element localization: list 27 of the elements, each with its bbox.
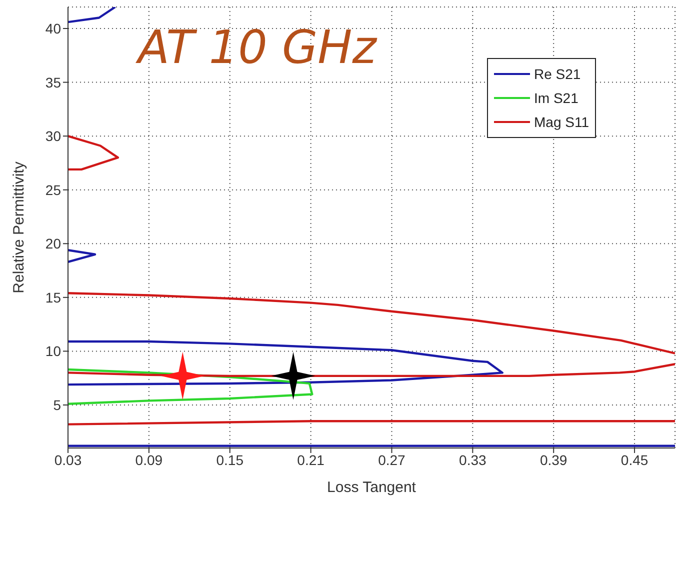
x-tick-label: 0.33 bbox=[459, 452, 487, 468]
x-tick-label: 0.21 bbox=[297, 452, 325, 468]
y-tick-label: 35 bbox=[45, 74, 62, 90]
x-tick-label: 0.15 bbox=[216, 452, 244, 468]
y-axis-title: Relative Permittivity bbox=[10, 161, 28, 294]
y-tick-label: 40 bbox=[45, 20, 62, 36]
x-tick-label: 0.45 bbox=[620, 452, 648, 468]
legend-label: Re S21 bbox=[534, 65, 581, 84]
line-series bbox=[68, 292, 675, 354]
x-tick-label: 0.09 bbox=[135, 452, 163, 468]
line-series bbox=[68, 368, 314, 405]
y-tick-label: 30 bbox=[45, 128, 62, 144]
x-tick-label: 0.03 bbox=[54, 452, 82, 468]
y-tick-label: 15 bbox=[45, 289, 62, 306]
y-tick-label: 10 bbox=[45, 343, 62, 360]
legend-label: Im S21 bbox=[534, 89, 578, 108]
x-tick-label: 0.39 bbox=[540, 452, 568, 468]
line-series bbox=[68, 340, 504, 386]
line-series bbox=[68, 134, 120, 171]
y-tick-label: 5 bbox=[53, 396, 62, 413]
chart-title: AT 10 GHz bbox=[138, 20, 376, 74]
y-tick-label: 20 bbox=[45, 236, 62, 252]
line-series bbox=[68, 363, 675, 378]
x-tick-label: 0.27 bbox=[378, 452, 406, 468]
legend-label: Mag S11 bbox=[534, 113, 589, 132]
x-axis-title: Loss Tangent bbox=[327, 479, 417, 496]
y-tick-label: 25 bbox=[45, 182, 62, 198]
